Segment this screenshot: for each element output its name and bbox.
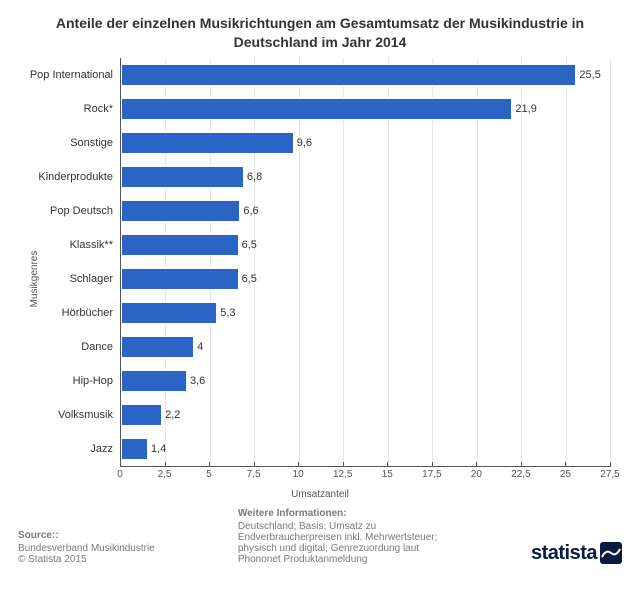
source-line-1: Bundesverband Musikindustrie [18,543,155,554]
bar: 1,4 [121,438,148,460]
bar-value-label: 21,9 [511,103,536,115]
bar-value-label: 6,8 [243,171,262,183]
x-tick-label: 25 [560,469,571,480]
category-label: Pop International [3,69,121,81]
bar-row: Pop International25,5 [121,58,610,92]
bar: 6,6 [121,200,240,222]
category-label: Sonstige [3,137,121,149]
info-block: Weitere Informationen: Deutschland; Basi… [238,508,448,565]
category-label: Kinderprodukte [3,171,121,183]
info-text: Deutschland; Basis: Umsatz zu Endverbrau… [238,521,438,565]
bar-value-label: 4 [193,341,203,353]
bar-row: Hip-Hop3,6 [121,364,610,398]
bar: 21,9 [121,98,512,120]
info-heading: Weitere Informationen: [238,508,448,519]
bar: 3,6 [121,370,187,392]
category-label: Volksmusik [3,409,121,421]
bar-value-label: 6,6 [239,205,258,217]
grid-line [610,58,611,466]
x-tick-label: 10 [293,469,304,480]
statista-logo: statista [531,542,622,565]
chart-area: Musikgenres Pop International25,5Rock*21… [0,58,640,500]
bar-row: Dance4 [121,330,610,364]
plot-region: Pop International25,5Rock*21,9Sonstige9,… [120,58,610,467]
bar: 5,3 [121,302,217,324]
bar: 6,8 [121,166,244,188]
bar: 2,2 [121,404,162,426]
bar-row: Klassik**6,5 [121,228,610,262]
category-label: Jazz [3,443,121,455]
x-tick-label: 2,5 [158,469,172,480]
bar-value-label: 25,5 [575,69,600,81]
category-label: Hip-Hop [3,375,121,387]
bar-value-label: 2,2 [161,409,180,421]
bar: 6,5 [121,268,239,290]
category-label: Rock* [3,103,121,115]
bar-value-label: 6,5 [238,273,257,285]
bar-row: Sonstige9,6 [121,126,610,160]
x-axis-ticks: 02,557,51012,51517,52022,52527,5 [120,467,610,485]
bar-row: Kinderprodukte6,8 [121,160,610,194]
bar-row: Schlager6,5 [121,262,610,296]
bar-value-label: 9,6 [293,137,312,149]
x-tick-label: 17,5 [422,469,441,480]
logo-wave-icon [600,542,622,564]
bar-value-label: 6,5 [238,239,257,251]
bar: 25,5 [121,64,576,86]
x-tick-label: 15 [382,469,393,480]
chart-title: Anteile der einzelnen Musikrichtungen am… [0,0,640,58]
source-block: Source:: Bundesverband Musikindustrie © … [18,530,155,565]
x-tick-label: 27,5 [600,469,619,480]
bar-row: Hörbücher5,3 [121,296,610,330]
category-label: Pop Deutsch [3,205,121,217]
bar-value-label: 5,3 [216,307,235,319]
footer: Source:: Bundesverband Musikindustrie © … [0,500,640,575]
source-line-2: © Statista 2015 [18,554,87,565]
category-label: Hörbücher [3,307,121,319]
logo-text: statista [531,542,597,565]
category-label: Klassik** [3,239,121,251]
category-label: Dance [3,341,121,353]
bar-row: Jazz1,4 [121,432,610,466]
x-tick-label: 20 [471,469,482,480]
source-heading: Source:: [18,530,155,541]
x-tick-label: 7,5 [247,469,261,480]
x-tick-label: 0 [117,469,123,480]
bar-row: Volksmusik2,2 [121,398,610,432]
bar-row: Pop Deutsch6,6 [121,194,610,228]
bar-value-label: 3,6 [186,375,205,387]
bar: 4 [121,336,194,358]
bar-value-label: 1,4 [147,443,166,455]
x-axis-title: Umsatzanteil [0,489,640,500]
x-tick-label: 12,5 [333,469,352,480]
bar: 9,6 [121,132,294,154]
x-tick-label: 5 [206,469,212,480]
bar: 6,5 [121,234,239,256]
bar-row: Rock*21,9 [121,92,610,126]
x-tick-label: 22,5 [511,469,530,480]
category-label: Schlager [3,273,121,285]
